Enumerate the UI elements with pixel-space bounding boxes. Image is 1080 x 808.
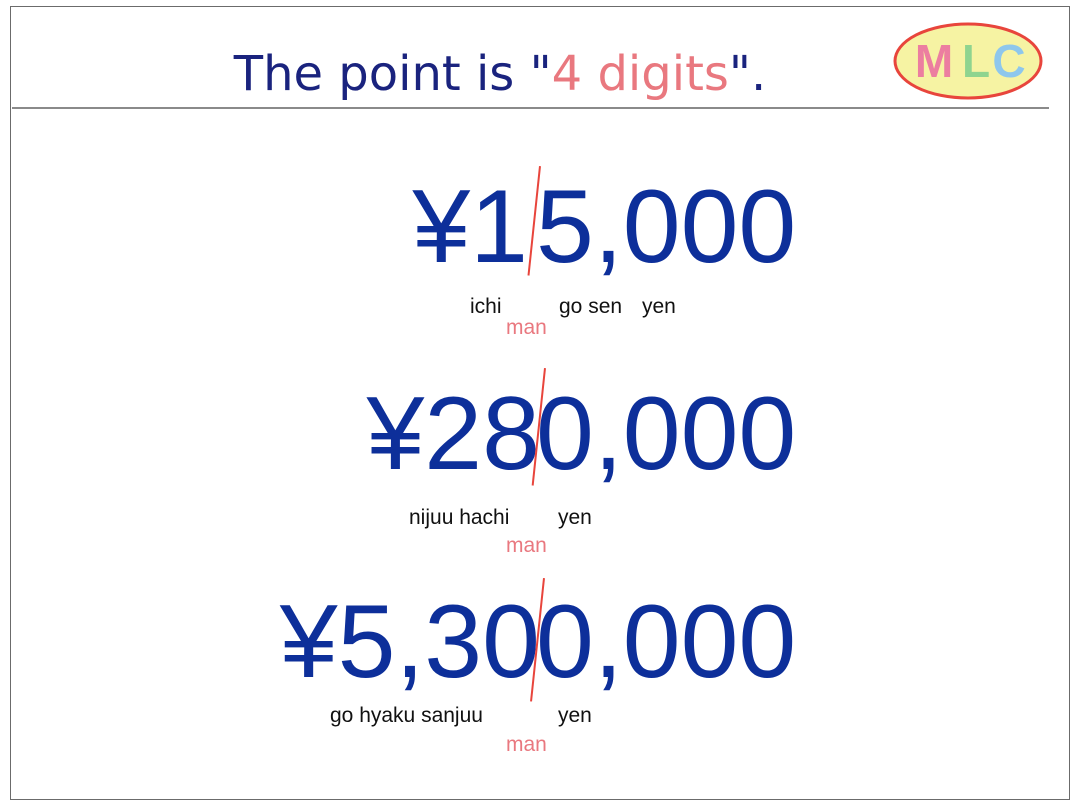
logo-letter-m: M: [915, 35, 953, 87]
reading-yen: yen: [558, 704, 592, 727]
amount-left: ¥28: [366, 376, 540, 492]
title-text-after: ".: [728, 46, 767, 102]
slide-title: The point is "4 digits".: [0, 44, 1000, 104]
reading-yen: yen: [642, 295, 676, 318]
reading-yen: yen: [558, 506, 592, 529]
amount-left: ¥5,30: [279, 584, 540, 700]
reading-left: ichi: [470, 295, 502, 318]
amount-right: 0,000: [536, 376, 797, 492]
reading-man: man: [506, 534, 547, 557]
logo-letter-l: L: [962, 35, 990, 87]
reading-man: man: [506, 316, 547, 339]
logo-letter-c: C: [992, 35, 1025, 87]
amount-right: 5,000: [536, 169, 797, 285]
amount-right: 0,000: [536, 584, 797, 700]
reading-mid: go sen: [559, 295, 623, 318]
reading-left: nijuu hachi: [409, 506, 510, 529]
reading-left: go hyaku sanjuu: [330, 704, 483, 727]
mlc-logo: M L C: [893, 22, 1043, 100]
reading-man: man: [506, 733, 547, 756]
title-text-before: The point is ": [233, 46, 552, 102]
title-highlight: 4 digits: [551, 46, 729, 102]
slide: [10, 6, 1070, 800]
title-divider: [12, 107, 1049, 109]
amount-left: ¥1: [412, 169, 528, 285]
logo-ellipse: [893, 22, 1043, 100]
